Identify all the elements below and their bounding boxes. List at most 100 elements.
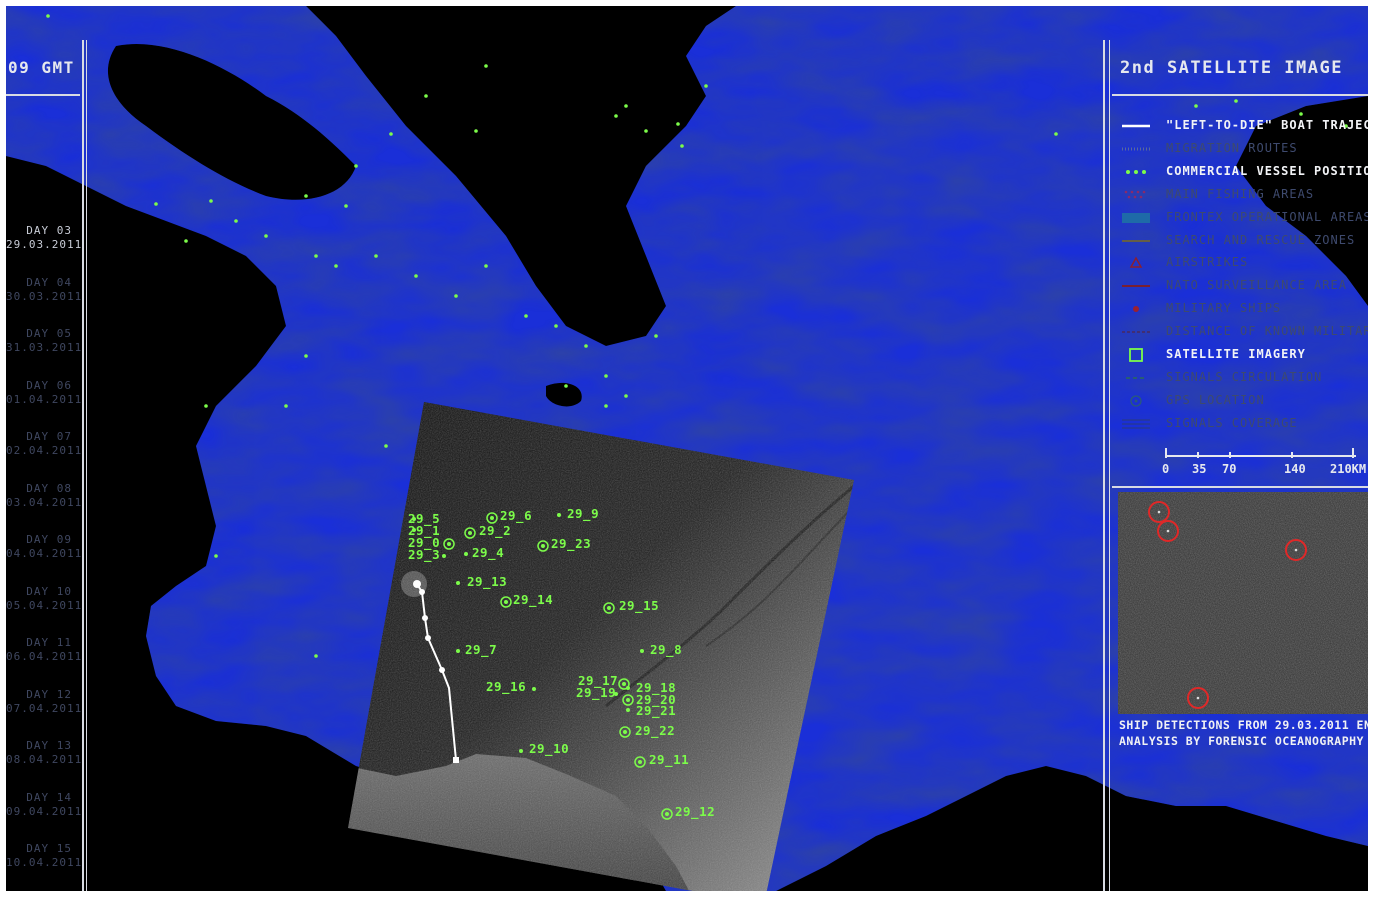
vessel-label[interactable]: 29_19 [576, 685, 617, 700]
satellite-image-overlay[interactable] [6, 6, 1368, 891]
legend-label: SEARCH AND RESCUE ZONES [1166, 232, 1356, 247]
vessel-marker[interactable] [412, 517, 416, 521]
vessel-label[interactable]: 29_6 [500, 508, 533, 523]
legend-item[interactable]: NATO SURVEILLANCE AREA [1114, 276, 1368, 296]
vessel-dot [484, 64, 488, 68]
legend-label: MAIN FISHING AREAS [1166, 186, 1315, 201]
vessel-label[interactable]: 29_3 [408, 547, 441, 562]
day-date: 06.04.2011 [6, 650, 83, 663]
time-underline [6, 94, 80, 96]
timeline-day[interactable]: DAY 09 04.04.2011 [6, 533, 81, 561]
vessel-label[interactable]: 29_7 [465, 642, 498, 657]
vessel-marker[interactable] [614, 692, 618, 696]
vessel-marker[interactable] [640, 649, 644, 653]
legend-item[interactable]: SIGNALS CIRCULATION [1114, 368, 1368, 388]
vessel-marker[interactable] [607, 606, 611, 610]
vessel-label[interactable]: 29_13 [467, 574, 508, 589]
vessel-marker[interactable] [519, 749, 523, 753]
vessel-marker[interactable] [532, 687, 536, 691]
day-label: DAY 14 [26, 790, 72, 804]
legend-item[interactable]: GPS LOCATION [1114, 391, 1368, 411]
vessel-marker[interactable] [626, 698, 630, 702]
vessel-label[interactable]: 29_21 [636, 703, 677, 718]
vessel-dot [1234, 99, 1238, 103]
vessel-marker[interactable] [490, 516, 494, 520]
legend-item[interactable]: AIRSTRIKES [1114, 253, 1368, 273]
timeline-day[interactable]: DAY 05 31.03.2011 [6, 327, 81, 355]
vessel-label[interactable]: 29_5 [408, 511, 441, 526]
legend-item[interactable]: "LEFT-TO-DIE" BOAT TRAJECTORY [1114, 116, 1368, 136]
vessel-dot [264, 234, 268, 238]
vessel-dot [314, 254, 318, 258]
vessel-marker[interactable] [665, 812, 669, 816]
legend-item[interactable]: MAIN FISHING AREAS [1114, 185, 1368, 205]
vessel-label[interactable]: 29_11 [649, 752, 690, 767]
panel-divider [1103, 40, 1105, 891]
vessel-dot [374, 254, 378, 258]
timeline-day[interactable]: DAY 13 08.04.2011 [6, 739, 81, 767]
timeline-day[interactable]: DAY 04 30.03.2011 [6, 275, 81, 304]
day-date: 09.04.2011 [6, 804, 83, 818]
vessel-label[interactable]: 29_17 [578, 673, 619, 688]
vessel-label[interactable]: 29_9 [567, 506, 600, 521]
vessel-marker[interactable] [626, 686, 630, 690]
vessel-label[interactable]: 29_0 [408, 535, 441, 550]
vessel-marker[interactable] [623, 730, 627, 734]
vessel-marker[interactable] [442, 554, 446, 558]
timeline-day[interactable]: DAY 11 06.04.2011 [6, 636, 83, 664]
timeline-day[interactable]: DAY 10 05.04.2011 [6, 585, 81, 613]
timeline-day[interactable]: DAY 12 07.04.2011 [6, 688, 81, 716]
timeline-day[interactable]: DAY 15 10.04.2011 [6, 842, 81, 870]
legend-item[interactable]: DISTANCE OF KNOWN MILITARY [1114, 322, 1368, 342]
vessel-marker[interactable] [464, 552, 468, 556]
timeline-day[interactable]: DAY 08 03.04.2011 [6, 482, 81, 510]
vessel-marker[interactable] [412, 528, 416, 532]
vessel-dot [654, 334, 658, 338]
vessel-label[interactable]: 29_12 [675, 804, 716, 819]
timeline-day[interactable]: DAY 06 01.04.2011 [6, 379, 83, 407]
day-label: DAY 04 [26, 275, 72, 289]
legend-item[interactable]: FRONTEX OPERATIONAL AREAS [1114, 208, 1368, 228]
legend-item[interactable]: MILITARY SHIPS [1114, 299, 1368, 319]
vessel-label[interactable]: 29_10 [529, 741, 570, 756]
vessel-marker[interactable] [638, 760, 642, 764]
vessel-label[interactable]: 29_2 [479, 523, 512, 538]
vessel-marker[interactable] [468, 531, 472, 535]
vessel-dot [564, 384, 568, 388]
vessel-marker[interactable] [504, 600, 508, 604]
vessel-marker[interactable] [456, 649, 460, 653]
timeline-day[interactable]: DAY 14 09.04.2011 [6, 790, 83, 819]
timeline-day[interactable]: DAY 07 02.04.2011 [6, 430, 81, 458]
legend-item[interactable]: COMMERCIAL VESSEL POSITION [1114, 162, 1368, 182]
vessel-label[interactable]: 29_1 [408, 523, 441, 538]
vessel-marker[interactable] [447, 542, 451, 546]
vessel-label[interactable]: 29_23 [551, 536, 592, 551]
vessel-marker[interactable] [557, 513, 561, 517]
vessel-label[interactable]: 29_14 [513, 592, 554, 607]
vessel-label[interactable]: 29_15 [619, 598, 660, 613]
legend-item[interactable]: SATELLITE IMAGERY [1114, 345, 1368, 365]
day-date: 01.04.2011 [6, 392, 83, 406]
legend-item[interactable]: MIGRATION ROUTES [1114, 139, 1368, 159]
vessel-marker[interactable] [626, 708, 630, 712]
map-stage: 29_5 29_1 29_0 29_3 29_6 29_2 29_4 29_9 29_23 29_… [6, 6, 1368, 891]
vessel-marker[interactable] [541, 544, 545, 548]
legend-item[interactable]: SIGNALS COVERAGE [1114, 414, 1368, 434]
vessel-label[interactable]: 29_20 [636, 692, 677, 707]
vessel-dot [204, 404, 208, 408]
legend-item[interactable]: SEARCH AND RESCUE ZONES [1114, 231, 1368, 251]
vessel-label[interactable]: 29_18 [636, 680, 677, 695]
vessel-label[interactable]: 29_4 [472, 545, 505, 560]
vessel-label[interactable]: 29_22 [635, 723, 676, 738]
vessel-label[interactable]: 29_16 [486, 679, 527, 694]
detection-circle [1187, 687, 1209, 709]
vessel-dot [314, 654, 318, 658]
vessel-label[interactable]: 29_8 [650, 642, 683, 657]
vessel-ring-icon [464, 527, 476, 539]
vessel-dot [604, 374, 608, 378]
vessel-dot [680, 144, 684, 148]
timeline-day[interactable]: DAY 03 29.03.2011 [6, 224, 81, 252]
day-label: DAY 05 [26, 327, 72, 340]
vessel-marker[interactable] [456, 581, 460, 585]
vessel-marker[interactable] [622, 682, 626, 686]
